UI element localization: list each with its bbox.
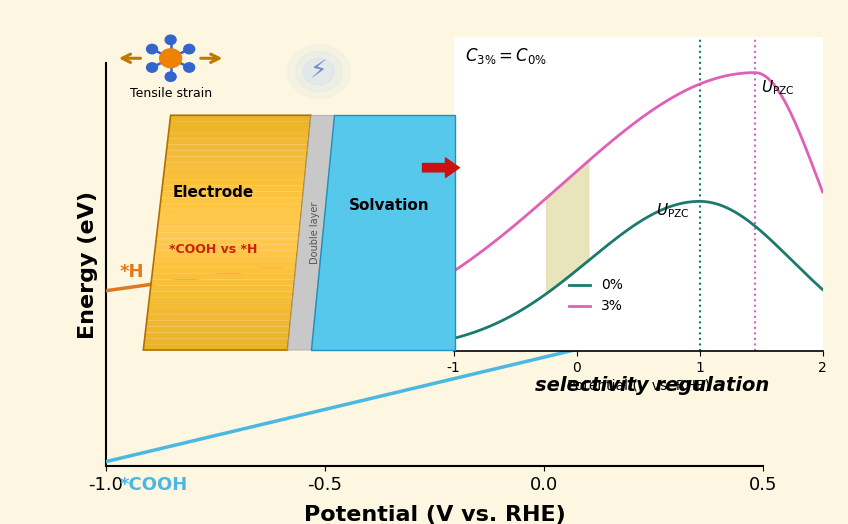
Polygon shape [160,198,303,203]
Text: Electrode: Electrode [173,185,254,200]
Text: *COOH vs *H: *COOH vs *H [170,243,258,256]
Text: Tensile strain: Tensile strain [130,87,212,100]
Polygon shape [166,150,308,156]
Text: Strain-dependent: Strain-dependent [535,324,729,343]
Circle shape [295,51,343,92]
Text: *H: *H [119,263,143,281]
Polygon shape [170,115,311,121]
Polygon shape [168,133,310,139]
Circle shape [184,63,195,72]
Text: ⚡: ⚡ [310,60,327,84]
Polygon shape [156,233,299,238]
Text: selectivity regulation: selectivity regulation [535,376,770,395]
Polygon shape [153,256,297,262]
Polygon shape [311,115,455,350]
Polygon shape [158,221,300,227]
Polygon shape [147,315,291,321]
Circle shape [159,49,181,68]
Polygon shape [144,339,289,344]
Polygon shape [165,162,306,168]
Polygon shape [163,180,304,185]
Circle shape [287,45,350,99]
Polygon shape [143,344,288,350]
Polygon shape [145,326,290,332]
Polygon shape [157,227,300,233]
Polygon shape [159,215,301,221]
Polygon shape [161,192,304,198]
Text: Double layer: Double layer [310,201,320,264]
Polygon shape [152,268,296,274]
Polygon shape [159,209,302,215]
Polygon shape [165,156,307,162]
Polygon shape [149,291,293,297]
Polygon shape [287,115,334,350]
Polygon shape [153,262,297,268]
Polygon shape [148,309,292,315]
Polygon shape [162,185,304,192]
Polygon shape [169,127,310,133]
Text: $U_{\rm PZC}$: $U_{\rm PZC}$ [761,79,795,97]
Polygon shape [146,321,291,326]
Polygon shape [148,303,293,309]
Circle shape [147,63,158,72]
Polygon shape [151,280,294,286]
Text: Solvation: Solvation [349,198,429,213]
Circle shape [165,72,176,81]
Y-axis label: Energy (eV): Energy (eV) [78,191,98,339]
X-axis label: Potential (V vs. RHE): Potential (V vs. RHE) [566,379,710,393]
Legend: 0%, 3%: 0%, 3% [564,273,629,319]
Circle shape [184,45,195,54]
Text: $U_{\rm PZC}$: $U_{\rm PZC}$ [656,201,689,220]
Circle shape [165,35,176,45]
Circle shape [147,45,158,54]
Polygon shape [167,139,309,145]
Polygon shape [154,250,298,256]
Circle shape [304,58,334,85]
Polygon shape [145,332,289,339]
Polygon shape [155,244,298,250]
Polygon shape [166,145,308,150]
X-axis label: Potential (V vs. RHE): Potential (V vs. RHE) [304,505,566,524]
Polygon shape [148,297,293,303]
Polygon shape [164,168,306,174]
Text: *COOH: *COOH [119,476,187,494]
Polygon shape [155,238,298,244]
Polygon shape [159,203,302,209]
Polygon shape [163,174,305,180]
Polygon shape [150,286,294,291]
Text: $C_{3\%}=C_{0\%}$: $C_{3\%}=C_{0\%}$ [465,46,547,66]
Polygon shape [152,274,295,280]
Polygon shape [170,121,310,127]
